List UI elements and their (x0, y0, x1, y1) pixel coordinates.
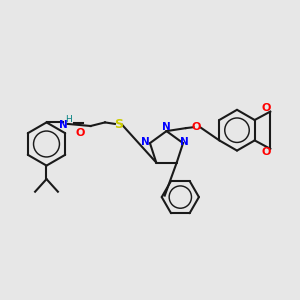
Text: O: O (75, 128, 85, 138)
Text: N: N (180, 137, 189, 147)
Text: N: N (58, 119, 68, 130)
Text: S: S (114, 118, 123, 131)
Text: O: O (261, 147, 271, 158)
Text: H: H (65, 116, 72, 124)
Text: O: O (192, 122, 201, 132)
Text: N: N (141, 137, 149, 147)
Text: O: O (261, 103, 271, 113)
Text: N: N (161, 122, 170, 132)
